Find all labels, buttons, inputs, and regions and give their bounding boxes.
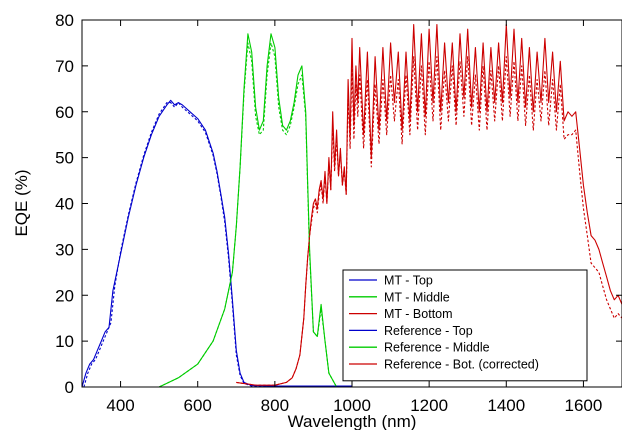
x-axis-ticks: 400 600 800 1000 1200 1400 1600 [106, 20, 602, 415]
y-tick-label: 80 [55, 11, 74, 30]
x-tick-label: 600 [184, 396, 212, 415]
y-tick-label: 70 [55, 57, 74, 76]
legend-label: MT - Middle [384, 290, 450, 304]
series-line-5 [236, 56, 622, 386]
x-axis-label: Wavelength (nm) [288, 412, 417, 430]
legend-label: Reference - Middle [384, 341, 490, 355]
y-tick-label: 10 [55, 332, 74, 351]
y-axis-ticks: 0 10 20 30 40 50 60 70 80 [55, 11, 622, 397]
y-tick-label: 40 [55, 195, 74, 214]
x-tick-label: 1600 [565, 396, 603, 415]
legend-label: MT - Bottom [384, 307, 453, 321]
series-layer [82, 24, 622, 387]
legend-label: MT - Top [384, 274, 433, 288]
y-tick-label: 60 [55, 103, 74, 122]
x-tick-label: 400 [106, 396, 134, 415]
y-tick-label: 0 [65, 378, 74, 397]
legend-box [342, 269, 588, 382]
legend-label: Reference - Top [384, 324, 473, 338]
legend-label: Reference - Bot. (corrected) [384, 358, 539, 372]
legend: MT - Top MT - Middle MT - Bottom Reference … [342, 269, 588, 382]
y-axis-label: EQE (%) [12, 169, 31, 236]
series-line-4 [158, 42, 338, 387]
y-tick-label: 50 [55, 149, 74, 168]
x-tick-label: 1400 [487, 396, 525, 415]
x-tick-label: 800 [261, 396, 289, 415]
series-line-2 [236, 24, 622, 386]
y-tick-label: 20 [55, 286, 74, 305]
x-tick-label: 1000 [333, 396, 371, 415]
series-line-3 [83, 102, 352, 387]
y-tick-label: 30 [55, 240, 74, 259]
x-tick-label: 1200 [410, 396, 448, 415]
